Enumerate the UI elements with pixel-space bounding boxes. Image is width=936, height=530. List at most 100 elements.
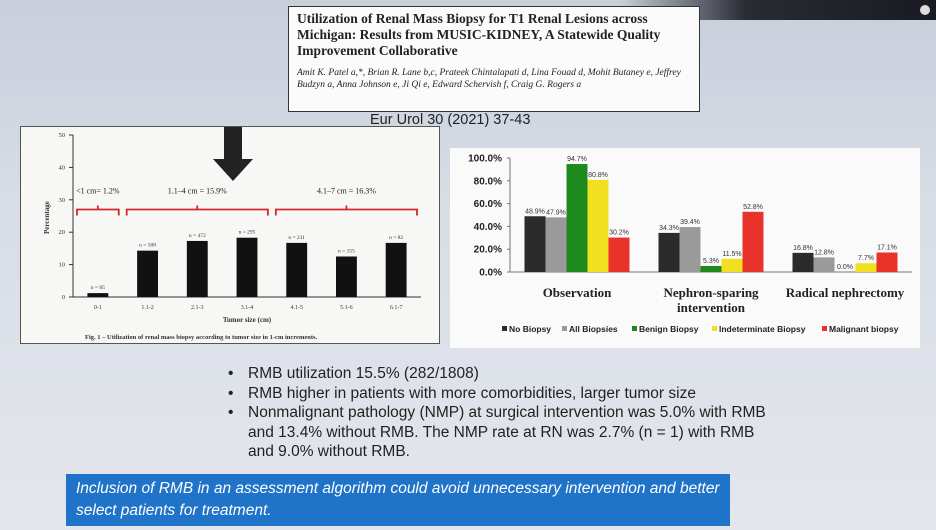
figure-2-chart: 0.0% 20.0% 40.0% 60.0% 80.0% 100.0% Observatio… (468, 154, 912, 334)
bar (87, 293, 109, 297)
legend-label: Malignant biopsy (829, 324, 899, 334)
x-tick-label: 0-1 (94, 305, 102, 311)
y-tick-label: 0.0% (479, 268, 502, 279)
y-axis-label: Percentage (43, 201, 51, 234)
data-label: 11.5% (722, 251, 741, 258)
bar (876, 252, 898, 272)
bar-label: n = 295 (239, 230, 256, 236)
data-label: 39.4% (680, 219, 700, 226)
data-label: 47.9% (546, 209, 566, 216)
bar (608, 237, 630, 272)
group-bracket (76, 205, 120, 216)
data-label: 30.2% (609, 230, 629, 237)
x-tick-label: 4.1-5 (290, 305, 303, 311)
y-tick-label: 100.0% (468, 154, 502, 165)
data-label: 7.7% (858, 255, 874, 262)
category-label: Observation (543, 285, 612, 300)
legend-label: No Biopsy (509, 324, 551, 334)
data-label: 94.7% (567, 156, 587, 163)
y-tick-label: 20.0% (474, 245, 502, 256)
figure-2-panel: 0.0% 20.0% 40.0% 60.0% 80.0% 100.0% Observatio… (450, 148, 920, 348)
group-bracket (125, 205, 269, 216)
y-tick-label: 20 (59, 229, 66, 236)
bar-label: n = 472 (189, 233, 206, 239)
data-label: 34.3% (659, 225, 679, 232)
category-label: Radical nephrectomy (786, 285, 905, 300)
bar-label: n = 85 (91, 285, 105, 291)
bar-label: n = 155 (338, 249, 355, 255)
bar (679, 227, 701, 272)
x-tick-label: 6.1-7 (390, 305, 403, 311)
bullet-list: • RMB utilization 15.5% (282/1808) • RMB… (224, 364, 784, 462)
group-bracket (274, 205, 418, 216)
legend-label: Benign Biopsy (639, 324, 699, 334)
data-label: 16.8% (793, 245, 813, 252)
category-label: Nephron-sparing (663, 285, 759, 300)
legend-label: Indeterminate Biopsy (719, 324, 806, 334)
paper-title: Utilization of Renal Mass Biopsy for T1 … (297, 11, 661, 58)
data-label: 12.8% (814, 249, 834, 256)
legend-swatch (632, 326, 637, 331)
paper-citation-box: Utilization of Renal Mass Biopsy for T1 … (288, 6, 700, 112)
legend-label: All Biopsies (569, 324, 618, 334)
bar (335, 256, 357, 297)
y-tick-label: 60.0% (474, 199, 502, 210)
bar-label: n = 508 (139, 243, 156, 249)
bar-label: n = 211 (288, 235, 305, 241)
down-arrow-icon (213, 127, 253, 181)
group-label: 4.1–7 cm = 16.3% (317, 187, 376, 196)
bar (236, 237, 258, 297)
data-label: 80.8% (588, 172, 608, 179)
bar (545, 217, 567, 272)
bar (286, 242, 308, 297)
bar (566, 164, 588, 272)
bar (385, 242, 407, 297)
y-tick-label: 80.0% (474, 176, 502, 187)
figure-1-caption: Fig. 1 – Utilization of renal mass biops… (85, 334, 318, 341)
bar (658, 232, 680, 272)
bar (813, 257, 835, 272)
x-tick-label: 1.1-2 (141, 305, 154, 311)
y-tick-label: 30 (59, 197, 66, 204)
bar (792, 252, 814, 272)
journal-reference: Eur Urol 30 (2021) 37-43 (370, 112, 531, 128)
bar-label: n = 82 (389, 235, 403, 241)
y-tick-label: 0 (62, 294, 65, 301)
x-tick-label: 3.1-4 (241, 305, 254, 311)
legend-swatch (822, 326, 827, 331)
data-label: 48.9% (525, 208, 545, 215)
x-axis-label: Tumor size (cm) (223, 316, 272, 324)
data-label: 5.3% (703, 258, 719, 265)
x-tick-label: 2.1-3 (191, 305, 204, 311)
bar (137, 250, 159, 297)
category-label: intervention (677, 300, 746, 315)
bar (742, 211, 764, 272)
data-label: 0.0% (837, 264, 853, 271)
bar (587, 179, 609, 272)
bullet-text: RMB utilization 15.5% (282/1808) (248, 365, 479, 382)
figure-1-panel: 0 10 20 30 40 50 Percentage n = 85 0-1 n = 508 1.1… (20, 126, 440, 344)
bullet-text: RMB higher in patients with more comorbi… (248, 384, 696, 402)
bar (524, 216, 546, 272)
legend-swatch (502, 326, 507, 331)
light-icon (920, 5, 930, 15)
bar (721, 258, 743, 272)
y-tick-label: 50 (59, 132, 66, 139)
data-label: 52.8% (743, 204, 763, 211)
conclusion-banner: Inclusion of RMB in an assessment algori… (66, 474, 730, 526)
group-label: <1 cm= 1.2% (76, 187, 120, 196)
legend-swatch (562, 326, 567, 331)
y-tick-label: 40.0% (474, 222, 502, 233)
data-label: 17.1% (877, 245, 897, 252)
figure-1-chart: 0 10 20 30 40 50 Percentage n = 85 0-1 n = 508 1.1… (43, 127, 421, 324)
legend-swatch (712, 326, 717, 331)
bullet-item: • RMB higher in patients with more comor… (228, 384, 696, 402)
bar (186, 240, 208, 297)
x-tick-label: 5.1-6 (340, 305, 353, 311)
bullet-item: • Nonmalignant pathology (NMP) at surgic… (228, 404, 766, 460)
y-tick-label: 10 (59, 262, 66, 269)
bar (700, 265, 722, 272)
bar (855, 263, 877, 272)
y-tick-label: 40 (59, 164, 66, 171)
